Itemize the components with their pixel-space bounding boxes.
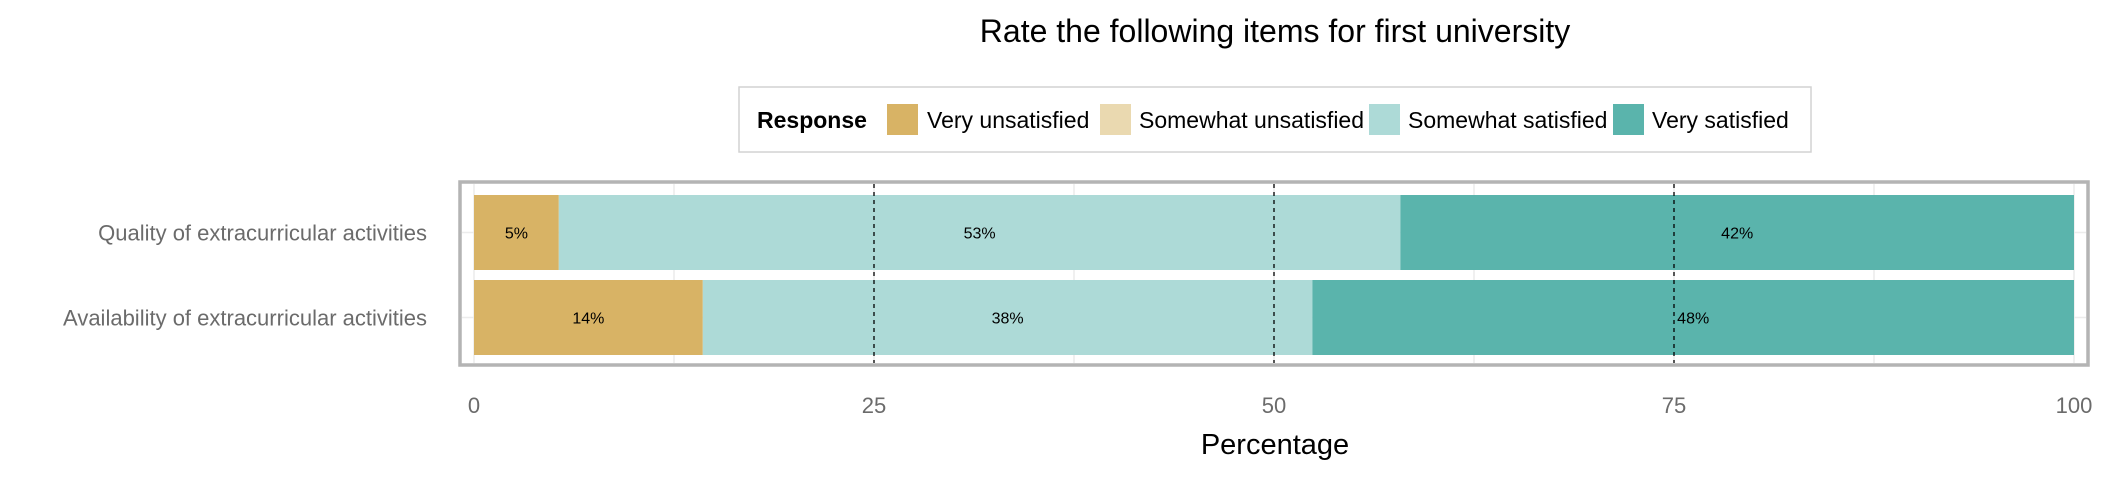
legend-label: Very satisfied: [1652, 107, 1789, 133]
bar-segment: [1312, 280, 2074, 355]
data-label: 53%: [964, 226, 996, 243]
x-tick-label: 25: [862, 393, 886, 418]
bar-segment: [702, 280, 1313, 355]
x-tick-label: 50: [1262, 393, 1286, 418]
category-label: Quality of extracurricular activities: [98, 221, 427, 246]
x-axis-title: Percentage: [1201, 429, 1349, 461]
legend: Response Very unsatisfied Somewhat unsatis…: [738, 86, 1812, 153]
legend-swatch: [1369, 104, 1400, 135]
data-label: 42%: [1721, 226, 1753, 243]
legend-label: Somewhat satisfied: [1408, 107, 1607, 133]
data-label: 48%: [1677, 311, 1709, 328]
bar-segment: [558, 195, 1401, 270]
legend-label: Somewhat unsatisfied: [1139, 107, 1364, 133]
x-tick-label: 0: [468, 393, 480, 418]
x-tick-label: 75: [1662, 393, 1686, 418]
bar-segment: [474, 195, 559, 270]
bar-segment: [474, 280, 703, 355]
legend-label: Very unsatisfied: [927, 107, 1089, 133]
x-tick-label: 100: [2056, 393, 2093, 418]
bar-segment: [1400, 195, 2074, 270]
category-label: Availability of extracurricular activiti…: [63, 306, 427, 331]
legend-swatch: [887, 104, 918, 135]
data-label: 14%: [572, 311, 604, 328]
legend-swatch: [1613, 104, 1644, 135]
data-label: 38%: [992, 311, 1024, 328]
legend-title: Response: [757, 107, 867, 133]
chart-title: Rate the following items for first unive…: [980, 13, 1570, 49]
data-label: 5%: [505, 226, 528, 243]
legend-swatch: [1100, 104, 1131, 135]
plot-panel: 5% 53% 42% Quality of extracurricular activ…: [63, 180, 2093, 418]
